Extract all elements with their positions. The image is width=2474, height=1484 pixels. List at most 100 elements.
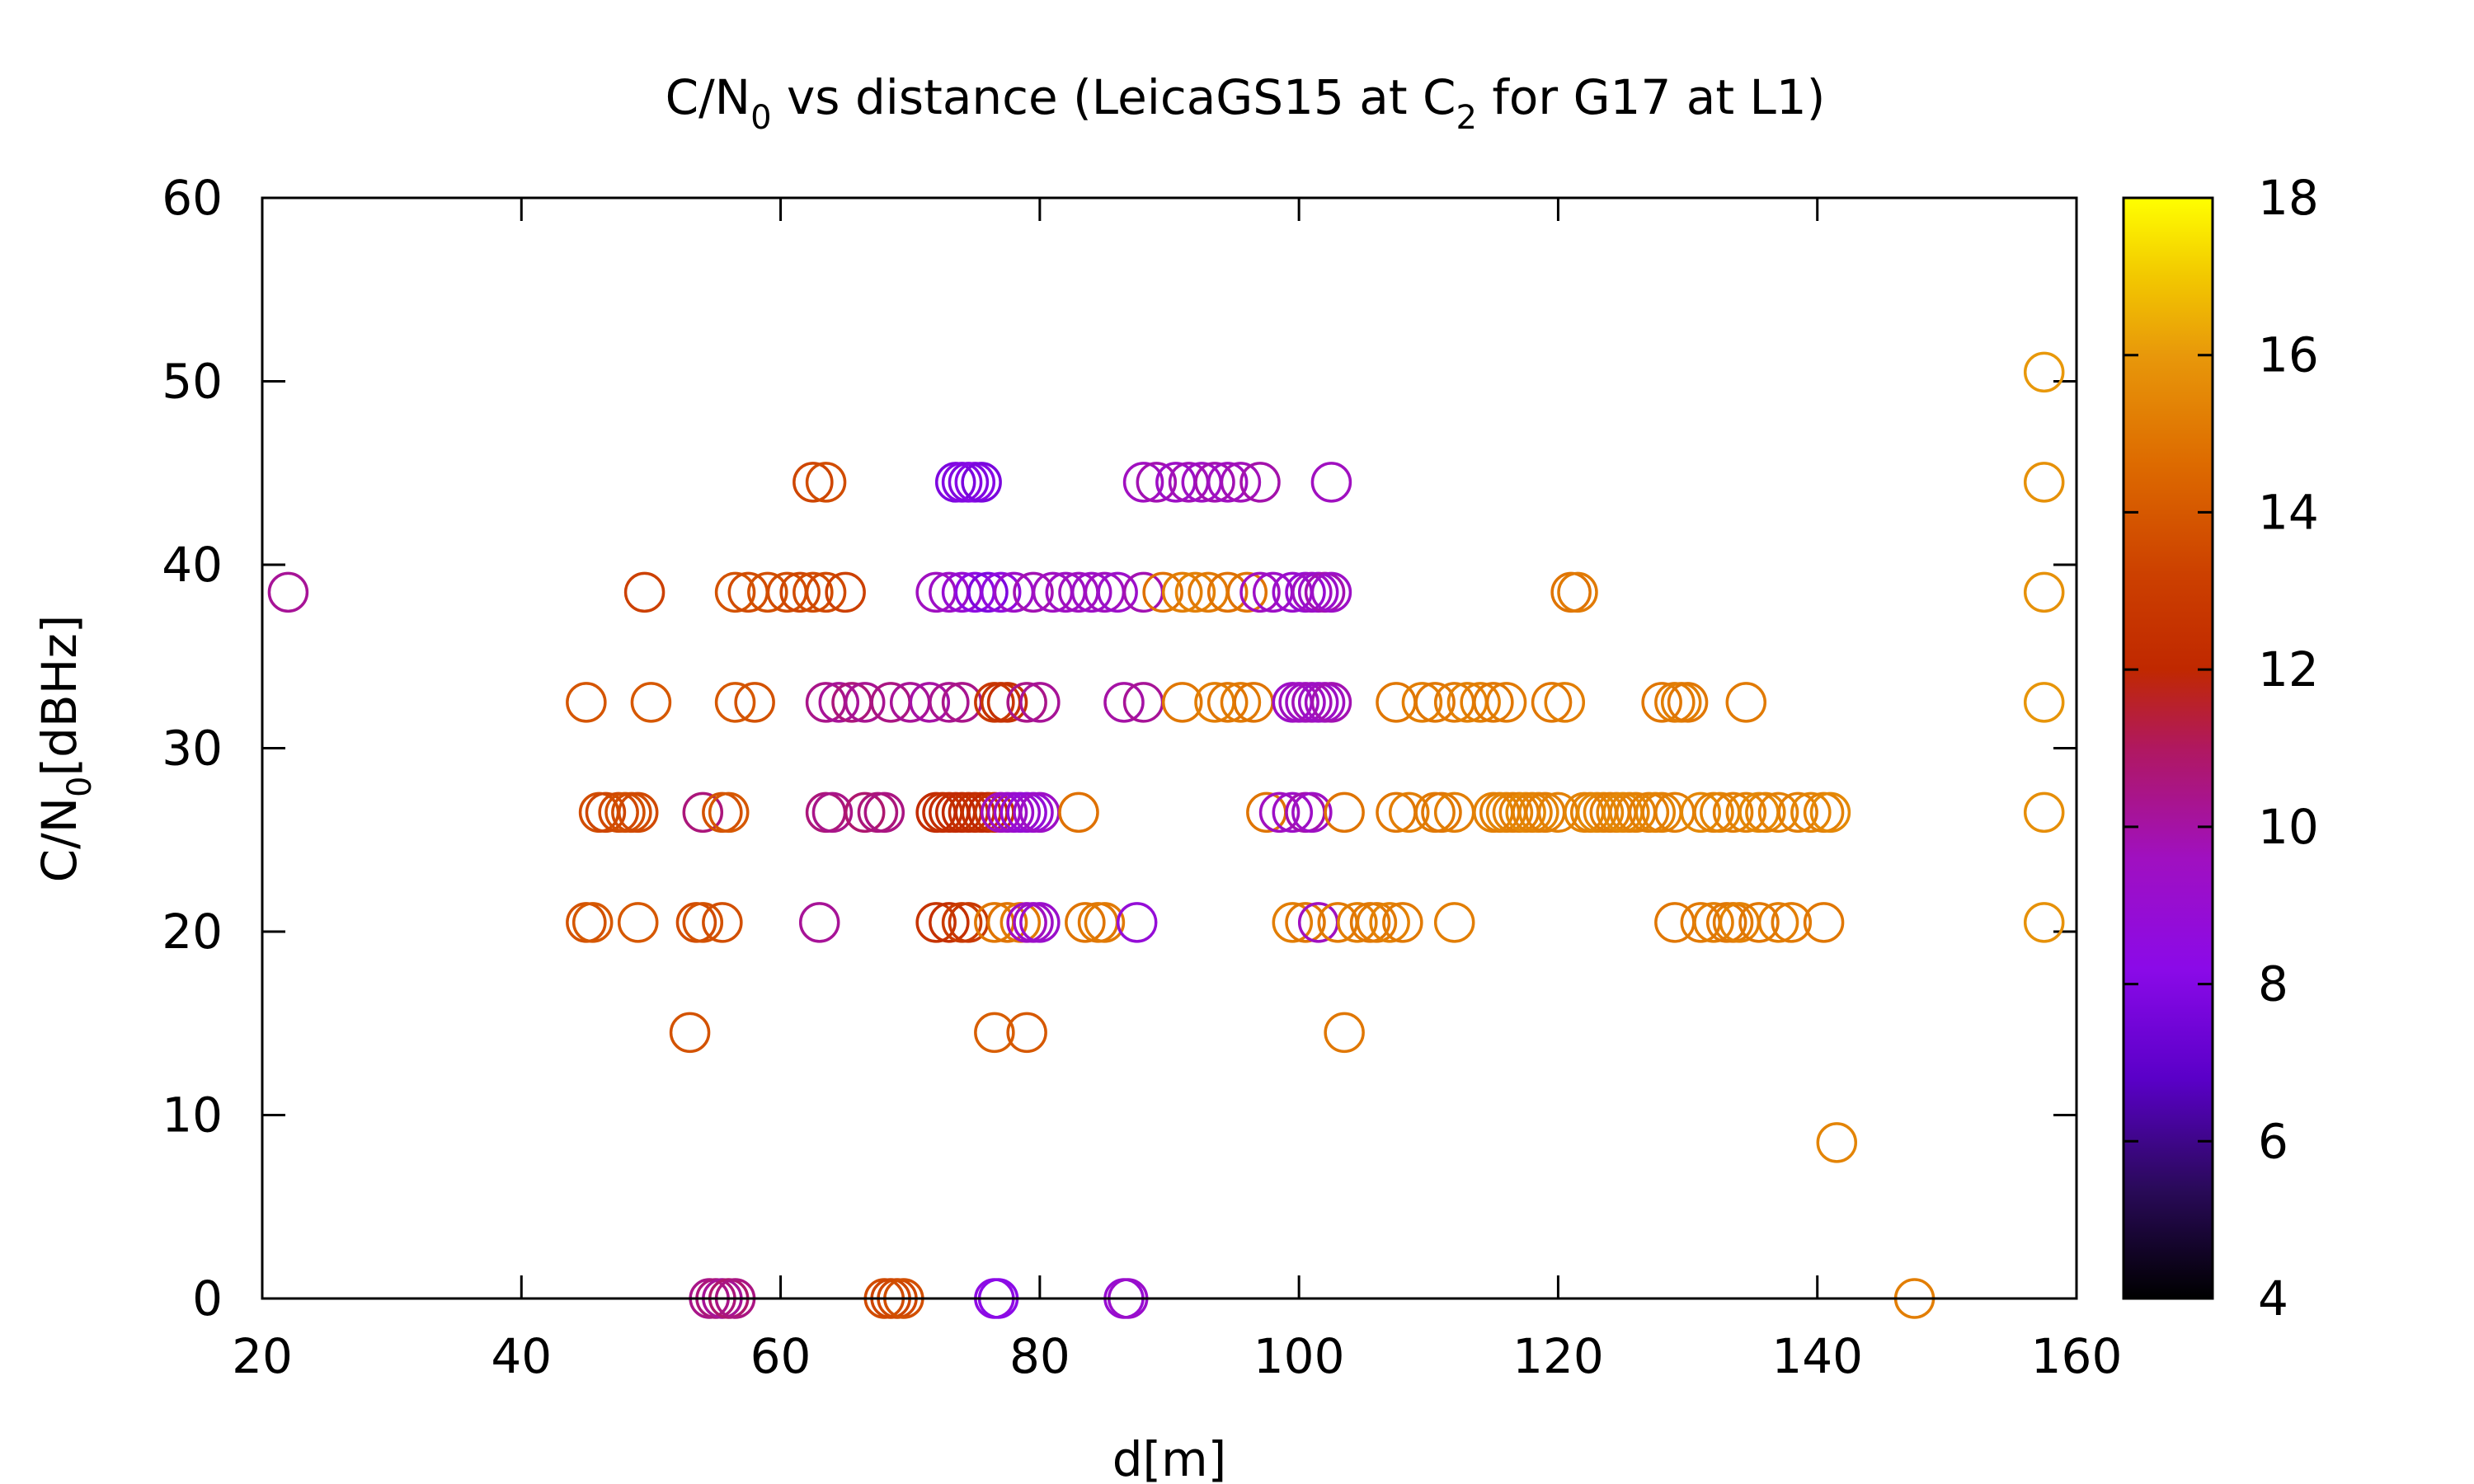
x-axis-label: d[m] [1112,1431,1227,1484]
data-point [1291,791,1333,834]
data-point [2023,571,2065,613]
data-point [1122,462,1164,503]
data-point [747,571,788,613]
data-point [1414,682,1456,723]
data-point [1790,791,1832,834]
y-tick-labels: 0 10 20 30 40 50 60 [162,170,223,1327]
data-point [1084,902,1126,943]
data-point [1803,902,1845,943]
data-point [623,571,666,613]
data-point [980,571,1022,613]
data-point [1382,902,1423,943]
data-point [1206,682,1249,723]
data-point [1103,682,1145,723]
data-point [805,571,847,613]
data-point [1324,1012,1365,1054]
data-point [1006,1012,1047,1054]
data-point [1310,462,1352,503]
data-point [967,571,1009,613]
y-tick-label: 60 [162,170,223,226]
data-point [1738,902,1780,943]
y-axis-label-sub: 0 [61,777,99,797]
data-point [798,902,840,943]
data-point [1019,902,1061,943]
data-point [1356,902,1398,943]
x-tick-label: 160 [2031,1328,2123,1384]
data-point [986,902,1028,943]
data-point [1544,682,1586,723]
data-point [1693,902,1734,943]
data-point [863,791,905,834]
data-point [793,462,834,503]
data-point [585,791,627,834]
data-point [1226,571,1268,613]
data-point [1725,791,1767,834]
colorbar-tick-label: 14 [2258,484,2319,540]
y-axis-label-post: [dBHz] [31,615,87,777]
data-point [669,1012,711,1054]
data-point [1369,902,1410,943]
y-tick-label: 40 [162,537,223,593]
data-point [702,902,743,943]
x-tick-label: 140 [1771,1328,1863,1384]
data-point [844,682,886,723]
data-point [1161,682,1203,723]
data-point [1725,682,1767,723]
data-point [1272,791,1314,834]
data-point [1161,571,1203,613]
data-point [1058,791,1099,834]
axis-ticks [261,196,2078,1300]
colorbar-tick-label: 6 [2258,1113,2288,1169]
x-tick-label: 100 [1253,1328,1345,1384]
chart-title-mid: vs distance (LeicaGS15 at C [772,69,1456,125]
data-point [2023,682,2065,723]
data-point [1433,902,1475,943]
data-point [2023,902,2065,943]
data-point [1285,902,1326,943]
x-tick-label: 80 [1009,1328,1070,1384]
chart-title-post: for G17 at L1) [1477,69,1825,125]
data-point [1337,902,1378,943]
data-point [1641,682,1682,723]
colorbar [2122,196,2214,1300]
colorbar-tick-label: 4 [2258,1270,2288,1327]
data-point [2023,462,2065,503]
data-point [617,791,659,834]
data-point [1531,682,1573,723]
data-point [961,462,1002,503]
data-point [1194,462,1235,503]
data-point [805,462,847,503]
data-point [2023,791,2065,834]
y-tick-label: 10 [162,1087,223,1144]
data-point [825,571,866,613]
data-point [1401,682,1443,723]
colorbar-tick-label: 16 [2258,327,2319,383]
data-point [1142,571,1183,613]
data-point [1388,791,1430,834]
data-point [1065,902,1106,943]
data-point [1220,682,1262,723]
data-point [714,571,756,613]
data-point [909,682,951,723]
y-tick-label: 30 [162,721,223,777]
colorbar-tick-label: 18 [2258,170,2319,226]
x-tick-labels: 20 40 60 80 100 120 140 160 [232,1328,2122,1384]
data-point [714,682,756,723]
data-point [1006,682,1047,723]
data-point [1220,462,1262,503]
data-point [1421,791,1462,834]
data-point [708,791,750,834]
data-point [734,682,775,723]
data-point [1272,902,1314,943]
y-axis-label-pre: C/N [31,797,87,882]
chart-title-pre: C/N [666,69,750,125]
x-tick-label: 40 [491,1328,552,1384]
data-point [1097,571,1138,613]
y-axis-label: C/N0[dBHz] [31,615,99,883]
y-tick-label: 20 [162,904,223,960]
x-tick-label: 60 [750,1328,811,1384]
data-point [818,682,860,723]
data-point [1324,791,1365,834]
data-point [1136,462,1178,503]
